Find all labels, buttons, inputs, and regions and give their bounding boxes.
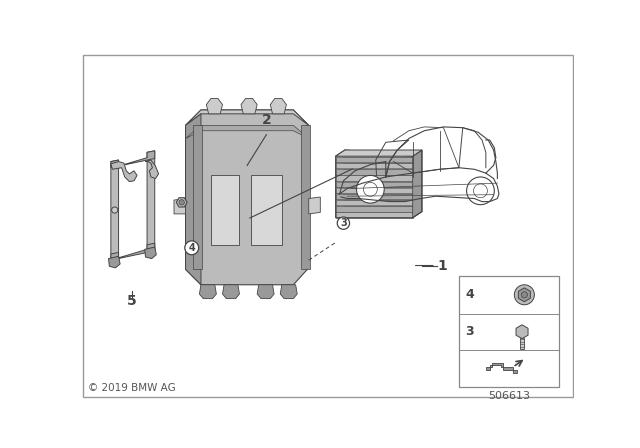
- Polygon shape: [336, 169, 422, 176]
- FancyBboxPatch shape: [459, 276, 559, 387]
- Polygon shape: [336, 163, 413, 168]
- Polygon shape: [251, 176, 282, 245]
- Polygon shape: [145, 160, 159, 178]
- Polygon shape: [336, 163, 422, 169]
- Polygon shape: [145, 247, 156, 258]
- Polygon shape: [200, 285, 216, 299]
- Circle shape: [111, 207, 118, 213]
- Polygon shape: [186, 114, 201, 285]
- Polygon shape: [206, 99, 223, 114]
- Polygon shape: [270, 99, 287, 114]
- Polygon shape: [193, 125, 202, 269]
- Text: 3: 3: [340, 218, 347, 228]
- Polygon shape: [336, 150, 422, 156]
- Circle shape: [356, 176, 384, 203]
- Polygon shape: [280, 285, 297, 299]
- Polygon shape: [516, 325, 528, 339]
- Text: 2: 2: [262, 113, 271, 127]
- Circle shape: [474, 184, 488, 198]
- Polygon shape: [336, 169, 413, 175]
- Text: 4: 4: [188, 243, 195, 253]
- Polygon shape: [176, 198, 187, 207]
- Polygon shape: [223, 285, 239, 299]
- Text: 506613: 506613: [488, 391, 530, 401]
- Polygon shape: [147, 151, 155, 251]
- Polygon shape: [336, 194, 413, 199]
- Polygon shape: [301, 125, 310, 269]
- Text: 5: 5: [127, 294, 136, 308]
- Text: 3: 3: [465, 325, 474, 338]
- Polygon shape: [336, 181, 413, 187]
- Polygon shape: [486, 362, 516, 373]
- Circle shape: [467, 177, 494, 205]
- Polygon shape: [336, 181, 422, 188]
- Polygon shape: [336, 200, 413, 206]
- Polygon shape: [111, 151, 155, 168]
- Circle shape: [364, 182, 378, 196]
- Polygon shape: [186, 110, 308, 125]
- Text: 1: 1: [437, 258, 447, 272]
- Polygon shape: [336, 212, 413, 218]
- Polygon shape: [413, 150, 422, 218]
- Text: 4: 4: [465, 288, 474, 301]
- FancyBboxPatch shape: [83, 55, 573, 397]
- Circle shape: [515, 285, 534, 305]
- Polygon shape: [336, 194, 422, 200]
- Polygon shape: [241, 99, 257, 114]
- Polygon shape: [308, 197, 320, 214]
- Polygon shape: [336, 206, 413, 211]
- Polygon shape: [336, 157, 413, 162]
- Polygon shape: [111, 162, 137, 181]
- Polygon shape: [336, 188, 422, 194]
- Polygon shape: [111, 243, 155, 260]
- Polygon shape: [518, 288, 531, 302]
- Polygon shape: [174, 198, 186, 214]
- Polygon shape: [336, 200, 422, 206]
- Circle shape: [179, 200, 184, 205]
- Polygon shape: [336, 188, 413, 193]
- Polygon shape: [336, 206, 422, 212]
- FancyBboxPatch shape: [520, 338, 524, 349]
- Polygon shape: [336, 176, 413, 181]
- Polygon shape: [186, 110, 308, 285]
- Polygon shape: [186, 125, 308, 138]
- Polygon shape: [257, 285, 274, 299]
- Text: © 2019 BMW AG: © 2019 BMW AG: [88, 383, 175, 392]
- Polygon shape: [336, 176, 422, 181]
- Polygon shape: [111, 160, 118, 260]
- Polygon shape: [336, 151, 422, 157]
- Circle shape: [337, 217, 349, 229]
- Polygon shape: [211, 176, 239, 245]
- Circle shape: [185, 241, 198, 255]
- Circle shape: [521, 292, 527, 298]
- Polygon shape: [336, 157, 422, 163]
- Polygon shape: [109, 256, 120, 268]
